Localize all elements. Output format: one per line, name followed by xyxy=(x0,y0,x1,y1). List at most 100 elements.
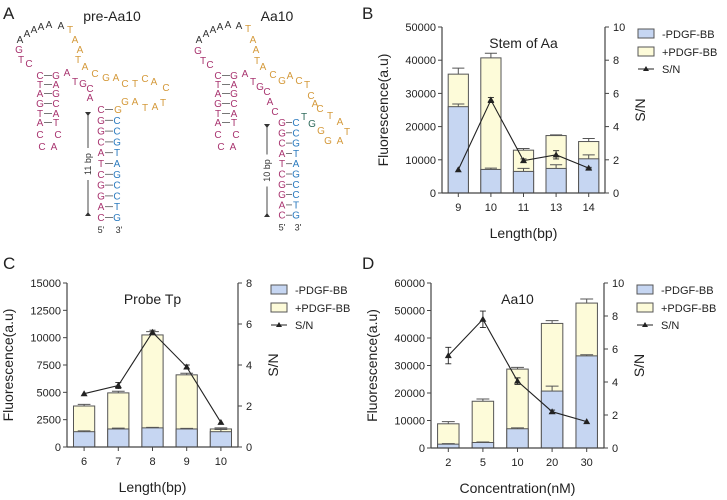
bar-plus-pdgf xyxy=(471,400,495,449)
hairpin-left-sequence: CTAGTA xyxy=(36,71,44,129)
panel-label-a: A xyxy=(3,4,15,23)
bar-minus-pdgf xyxy=(175,428,198,448)
bar-minus-pdgf xyxy=(447,106,469,194)
error-bar-plus xyxy=(214,427,228,429)
structure-title: Aa10 xyxy=(261,8,294,24)
legend-label-sn: S/N xyxy=(662,64,680,76)
error-bar-plus xyxy=(484,52,497,58)
y2-tick-label: 2 xyxy=(246,401,252,413)
stem-left-sequence: GGCATCGGAC xyxy=(278,118,286,222)
bracket-arrow-top xyxy=(85,112,91,116)
panel-label-d: D xyxy=(362,254,374,273)
legend-swatch-minus xyxy=(636,284,654,295)
hairpin-loop-sequence: CCCA xyxy=(36,130,61,153)
error-bar-minus xyxy=(180,427,194,429)
chart-title: Stem of Aa xyxy=(489,35,558,51)
error-bar-minus xyxy=(545,385,559,392)
stem-right-sequence: CCGTAGCCTG xyxy=(113,116,121,224)
bracket-arrow-bottom xyxy=(264,213,270,217)
y2-tick-label: 0 xyxy=(612,443,618,455)
bar-minus-pdgf xyxy=(209,431,233,448)
bar-minus-pdgf xyxy=(107,428,130,448)
x-tick-label: 30 xyxy=(581,457,593,469)
sn-marker xyxy=(552,151,560,158)
y2-tick-label: 4 xyxy=(246,360,252,372)
legend-label-plus: +PDGF-BB xyxy=(662,47,717,59)
error-bar-minus xyxy=(452,103,465,107)
x-tick-label: 10 xyxy=(485,202,497,214)
chart-title: Aa10 xyxy=(501,291,534,307)
x-tick-label: 5 xyxy=(480,457,486,469)
sn-marker xyxy=(217,418,225,425)
x-axis-label: Length(bp) xyxy=(119,479,187,495)
bar-minus-pdgf xyxy=(540,390,564,449)
legend-swatch-plus xyxy=(637,46,655,57)
y2-tick-label: 6 xyxy=(613,88,619,100)
chart-title: Probe Tp xyxy=(124,291,182,307)
legend-swatch-plus xyxy=(636,302,654,313)
y-tick-label: 10000 xyxy=(394,416,425,428)
error-bar-minus xyxy=(582,154,595,159)
hairpin-right-sequence: GAGCAT xyxy=(230,71,238,129)
y-tick-label: 10000 xyxy=(30,333,61,345)
error-bar-plus xyxy=(452,67,465,75)
error-bar-minus xyxy=(77,430,91,432)
y2-tick-label: 4 xyxy=(612,377,618,389)
y-tick-label: 20000 xyxy=(405,122,436,134)
bar-minus-pdgf xyxy=(72,431,96,448)
legend-swatch-minus xyxy=(270,284,288,295)
legend-marker-sn xyxy=(276,322,282,327)
y2-tick-label: 10 xyxy=(612,278,624,290)
bar-minus-pdgf xyxy=(471,442,495,449)
chart-c: 0 2500 5000 7500 10000 12500 15000 0 2 4 6 8 6 7 8 9 10 P… xyxy=(0,278,350,495)
bracket-arrow-bottom xyxy=(85,212,91,216)
bar-minus-pdgf xyxy=(480,168,502,194)
five-prime-label: 5' xyxy=(98,225,105,235)
three-prime-label: 3' xyxy=(295,223,302,233)
error-bar-plus xyxy=(77,403,91,406)
y2-tick-label: 2 xyxy=(613,155,619,167)
error-bar-plus xyxy=(111,390,125,393)
sn-marker xyxy=(520,157,527,164)
bar-minus-pdgf xyxy=(141,427,164,448)
y2-axis-label: S/N xyxy=(265,353,281,376)
legend-marker-sn xyxy=(643,66,649,71)
error-bar-minus xyxy=(111,427,125,429)
y2-axis-label: S/N xyxy=(631,354,647,377)
panel-a-structures: pre-Aa10AAAAAAGTCCTAGTAGAGCATCCCAATGCATA… xyxy=(15,8,350,235)
panel-label-b: B xyxy=(362,4,373,23)
y2-tick-label: 8 xyxy=(612,311,618,323)
bar-minus-pdgf xyxy=(578,158,600,194)
error-bar-plus xyxy=(580,298,594,304)
y2-tick-label: 4 xyxy=(613,122,619,134)
error-bar-plus xyxy=(511,366,524,370)
y2-axis-label: S/N xyxy=(632,98,648,121)
y-tick-label: 40000 xyxy=(405,55,436,67)
x-tick-label: 8 xyxy=(149,456,155,468)
error-bar-minus xyxy=(146,426,159,428)
y-tick-label: 5000 xyxy=(37,387,61,399)
x-tick-label: 10 xyxy=(511,457,523,469)
sn-marker xyxy=(514,377,521,384)
aptamer-sequence: TAATACGACTCACTATAGG xyxy=(67,25,170,116)
y-axis-label: Fluorescence(a.u) xyxy=(375,54,391,167)
structure-title: pre-Aa10 xyxy=(83,8,141,24)
y-axis-label: Fluorescence(a.u) xyxy=(0,309,16,422)
hairpin-5-sequence: GTC xyxy=(15,45,33,70)
error-bar-plus xyxy=(441,421,455,424)
hairpin-left-sequence: CTAGTA xyxy=(214,71,222,129)
error-bar-minus xyxy=(484,167,497,170)
structure-aa10: Aa10AAAAAAGTCCTAGTAGAGCATCCCAATGCACTAATA… xyxy=(194,8,350,233)
error-bar-plus xyxy=(517,148,530,151)
sn-marker xyxy=(487,96,495,103)
error-bar-plus xyxy=(545,320,559,324)
x-tick-label: 11 xyxy=(518,202,529,214)
y2-tick-label: 0 xyxy=(246,442,252,454)
panel-label-c: C xyxy=(3,254,15,273)
sn-marker xyxy=(114,382,122,388)
loop-sequence: AAAAAA xyxy=(17,20,65,46)
error-bar-plus xyxy=(476,398,490,402)
x-tick-label: 10 xyxy=(215,456,227,468)
